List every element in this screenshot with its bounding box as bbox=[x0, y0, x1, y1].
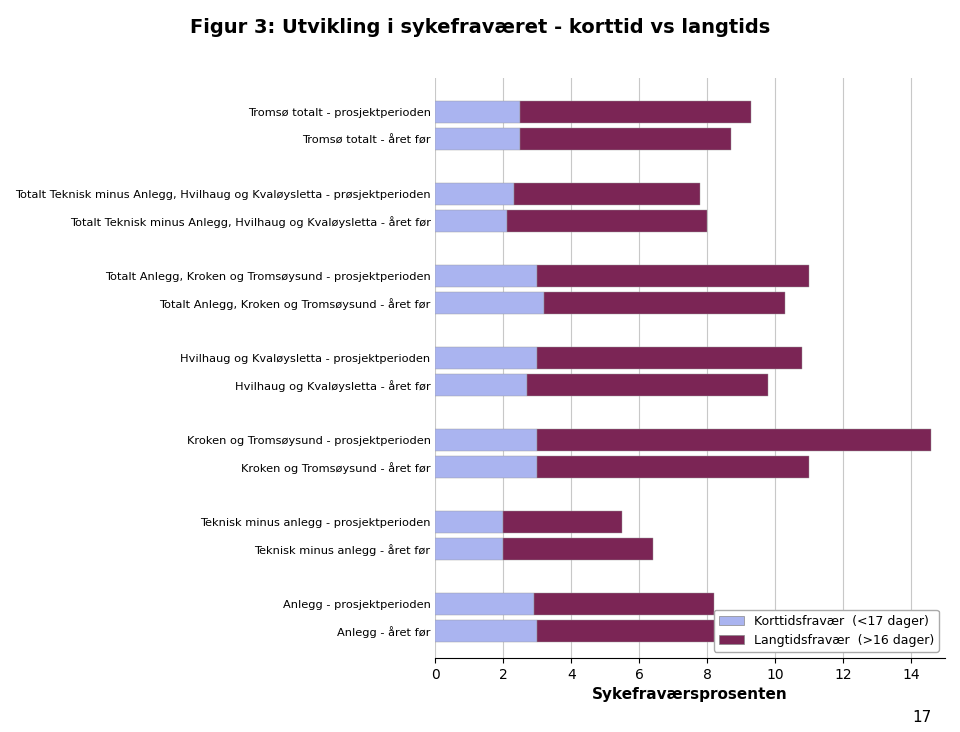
Text: 17: 17 bbox=[912, 710, 931, 725]
Bar bbox=[534, 593, 714, 615]
Bar bbox=[503, 538, 653, 561]
Bar bbox=[538, 265, 809, 287]
Bar bbox=[514, 183, 701, 205]
Bar bbox=[436, 183, 514, 205]
Bar bbox=[436, 101, 520, 123]
Bar bbox=[520, 101, 752, 123]
Bar bbox=[436, 593, 534, 615]
X-axis label: Sykefraværsprosenten: Sykefraværsprosenten bbox=[592, 687, 788, 703]
Bar bbox=[436, 456, 538, 478]
Bar bbox=[544, 292, 785, 314]
Bar bbox=[436, 347, 538, 369]
Legend: Korttidsfravær  (<17 dager), Langtidsfravær  (>16 dager): Korttidsfravær (<17 dager), Langtidsfrav… bbox=[713, 610, 939, 651]
Bar bbox=[538, 456, 809, 478]
Bar bbox=[436, 210, 507, 232]
Bar bbox=[538, 347, 803, 369]
Bar bbox=[436, 538, 503, 561]
Text: Figur 3: Utvikling i sykefraværet - korttid vs langtids: Figur 3: Utvikling i sykefraværet - kort… bbox=[190, 18, 770, 37]
Bar bbox=[538, 620, 768, 643]
Bar bbox=[503, 511, 622, 533]
Bar bbox=[436, 128, 520, 150]
Bar bbox=[507, 210, 708, 232]
Bar bbox=[436, 429, 538, 451]
Bar bbox=[520, 128, 731, 150]
Bar bbox=[436, 511, 503, 533]
Bar bbox=[538, 429, 931, 451]
Bar bbox=[527, 374, 768, 396]
Bar bbox=[436, 265, 538, 287]
Bar bbox=[436, 620, 538, 643]
Bar bbox=[436, 374, 527, 396]
Bar bbox=[436, 292, 544, 314]
